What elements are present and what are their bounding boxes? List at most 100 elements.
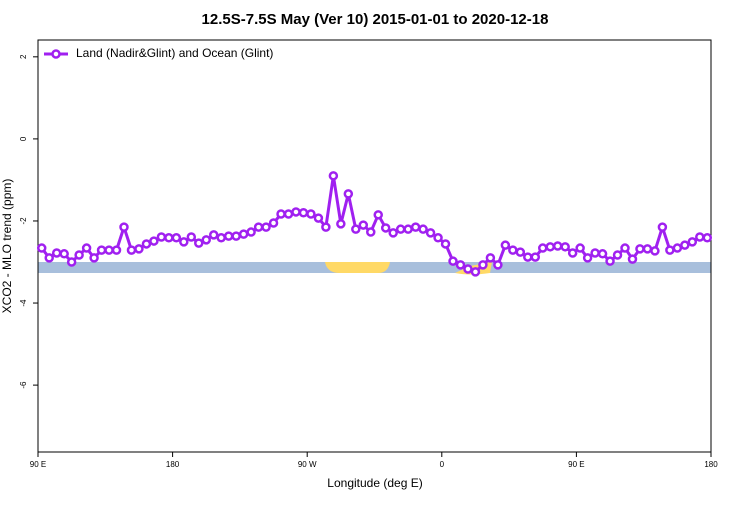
data-point bbox=[373, 210, 383, 220]
data-point bbox=[403, 224, 413, 234]
data-point bbox=[238, 229, 249, 239]
data-point bbox=[306, 209, 316, 219]
data-point bbox=[74, 250, 84, 260]
data-point bbox=[567, 248, 578, 258]
data-point bbox=[538, 243, 548, 253]
data-point bbox=[201, 235, 211, 245]
data-point bbox=[493, 260, 503, 270]
data-point bbox=[687, 237, 698, 247]
x-tick-label: 180 bbox=[166, 460, 180, 469]
legend-marker bbox=[51, 49, 61, 59]
y-tick-label: -4 bbox=[19, 299, 28, 307]
data-point bbox=[66, 257, 77, 267]
data-point bbox=[253, 222, 264, 232]
data-point bbox=[246, 227, 256, 237]
data-point bbox=[261, 222, 271, 232]
data-point bbox=[478, 260, 488, 270]
data-point bbox=[642, 244, 653, 254]
data-point bbox=[298, 208, 309, 218]
y-tick-label: 0 bbox=[19, 136, 28, 141]
data-point bbox=[119, 222, 129, 232]
data-point bbox=[612, 250, 623, 260]
x-tick-label: 90 E bbox=[30, 460, 46, 469]
data-point bbox=[530, 252, 541, 262]
data-point bbox=[508, 245, 518, 255]
data-point bbox=[433, 233, 443, 243]
data-point bbox=[380, 223, 391, 233]
data-point bbox=[186, 232, 197, 242]
data-point bbox=[104, 245, 114, 255]
data-point bbox=[96, 245, 107, 255]
data-point bbox=[388, 228, 398, 238]
data-point bbox=[156, 232, 167, 242]
data-point bbox=[448, 256, 458, 266]
data-point bbox=[134, 244, 144, 254]
data-point bbox=[351, 224, 361, 234]
data-point bbox=[463, 264, 473, 274]
data-point bbox=[223, 231, 234, 241]
data-point bbox=[208, 230, 219, 240]
data-point bbox=[36, 243, 47, 253]
chart-title: 12.5S-7.5S May (Ver 10) 2015-01-01 to 20… bbox=[202, 11, 549, 28]
data-point bbox=[164, 233, 174, 243]
data-point bbox=[336, 219, 346, 229]
data-point bbox=[440, 239, 451, 249]
land-strip bbox=[325, 262, 390, 273]
data-point bbox=[291, 207, 301, 217]
data-point bbox=[149, 236, 159, 246]
data-point bbox=[343, 189, 354, 199]
x-tick-label: 180 bbox=[704, 460, 718, 469]
data-point bbox=[321, 222, 331, 232]
data-point bbox=[485, 253, 496, 263]
data-point bbox=[672, 243, 683, 253]
data-point bbox=[515, 247, 526, 257]
data-point bbox=[695, 232, 705, 242]
data-point bbox=[111, 245, 122, 255]
data-point bbox=[126, 245, 137, 255]
data-point bbox=[657, 222, 668, 232]
data-point bbox=[141, 239, 152, 249]
data-point bbox=[366, 227, 376, 237]
data-point bbox=[523, 252, 533, 262]
legend-label: Land (Nadir&Glint) and Ocean (Glint) bbox=[76, 46, 273, 60]
data-point bbox=[590, 248, 600, 258]
data-point bbox=[89, 253, 99, 263]
data-point bbox=[418, 224, 428, 234]
data-point bbox=[650, 246, 660, 256]
data-point bbox=[395, 224, 406, 234]
data-point bbox=[81, 243, 92, 253]
data-point bbox=[216, 233, 226, 243]
data-point bbox=[665, 245, 675, 255]
data-point bbox=[560, 242, 570, 252]
y-tick-label: 2 bbox=[19, 54, 28, 59]
x-tick-label: 90 W bbox=[298, 460, 317, 469]
data-point bbox=[582, 253, 593, 263]
data-point bbox=[283, 209, 294, 219]
data-point bbox=[179, 237, 189, 247]
y-tick-label: -2 bbox=[19, 217, 28, 225]
data-point bbox=[231, 231, 241, 241]
data-point bbox=[358, 220, 369, 230]
data-point bbox=[552, 241, 563, 251]
x-axis-label: Longitude (deg E) bbox=[327, 476, 422, 490]
data-point bbox=[59, 249, 69, 259]
data-point bbox=[470, 267, 481, 277]
x-tick-label: 90 E bbox=[568, 460, 584, 469]
data-point bbox=[627, 254, 638, 264]
data-point bbox=[171, 233, 182, 243]
data-point bbox=[410, 222, 421, 232]
data-point bbox=[51, 248, 62, 258]
data-point bbox=[455, 260, 466, 270]
x-tick-label: 0 bbox=[440, 460, 445, 469]
data-point bbox=[545, 242, 555, 252]
data-point bbox=[44, 253, 54, 263]
y-tick-label: -6 bbox=[19, 381, 28, 389]
data-point bbox=[680, 240, 690, 250]
data-point bbox=[597, 249, 608, 259]
data-point bbox=[313, 213, 324, 223]
data-point bbox=[276, 209, 286, 219]
data-point bbox=[425, 228, 436, 238]
data-point bbox=[702, 233, 713, 243]
data-point bbox=[605, 256, 615, 266]
